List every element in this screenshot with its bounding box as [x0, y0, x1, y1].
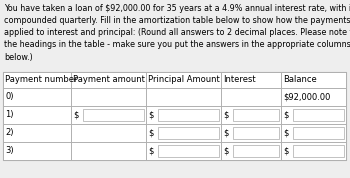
Bar — [3, 72, 346, 160]
Bar — [221, 72, 281, 88]
Text: $: $ — [73, 111, 78, 119]
Bar — [281, 72, 346, 88]
Text: Principal Amount: Principal Amount — [148, 75, 220, 85]
Text: Interest: Interest — [223, 75, 256, 85]
Bar — [281, 106, 346, 124]
Text: $: $ — [283, 146, 288, 156]
Bar — [146, 106, 221, 124]
Bar — [3, 106, 71, 124]
Bar — [233, 145, 279, 157]
Text: $: $ — [148, 129, 153, 137]
Bar — [158, 145, 219, 157]
Bar — [71, 106, 146, 124]
Bar — [293, 109, 344, 121]
Bar — [146, 72, 221, 88]
Text: $92,000.00: $92,000.00 — [283, 93, 330, 101]
Text: 1): 1) — [5, 111, 14, 119]
Text: 0): 0) — [5, 93, 14, 101]
Bar — [281, 88, 346, 106]
Bar — [146, 88, 221, 106]
Bar — [221, 106, 281, 124]
Text: $: $ — [148, 146, 153, 156]
Bar — [3, 72, 71, 88]
Text: You have taken a loan of $92,000.00 for 35 years at a 4.9% annual interest rate,: You have taken a loan of $92,000.00 for … — [4, 4, 350, 62]
Text: 3): 3) — [5, 146, 14, 156]
Bar — [158, 127, 219, 139]
Bar — [233, 127, 279, 139]
Text: $: $ — [283, 129, 288, 137]
Bar — [3, 142, 71, 160]
Bar — [221, 142, 281, 160]
Bar — [281, 124, 346, 142]
Bar — [71, 124, 146, 142]
Bar — [71, 88, 146, 106]
Text: Payment number: Payment number — [5, 75, 77, 85]
Text: $: $ — [223, 111, 228, 119]
Bar — [293, 127, 344, 139]
Text: 2): 2) — [5, 129, 14, 137]
Bar — [293, 145, 344, 157]
Bar — [221, 88, 281, 106]
Bar — [146, 124, 221, 142]
Text: Balance: Balance — [283, 75, 317, 85]
Text: $: $ — [148, 111, 153, 119]
Bar — [71, 142, 146, 160]
Bar — [3, 88, 71, 106]
Text: Payment amount: Payment amount — [73, 75, 145, 85]
Bar — [281, 142, 346, 160]
Text: $: $ — [283, 111, 288, 119]
Bar — [3, 124, 71, 142]
Text: $: $ — [223, 129, 228, 137]
Bar — [158, 109, 219, 121]
Text: $: $ — [223, 146, 228, 156]
Bar — [71, 72, 146, 88]
Bar — [83, 109, 144, 121]
Bar — [146, 142, 221, 160]
Bar — [221, 124, 281, 142]
Bar — [233, 109, 279, 121]
